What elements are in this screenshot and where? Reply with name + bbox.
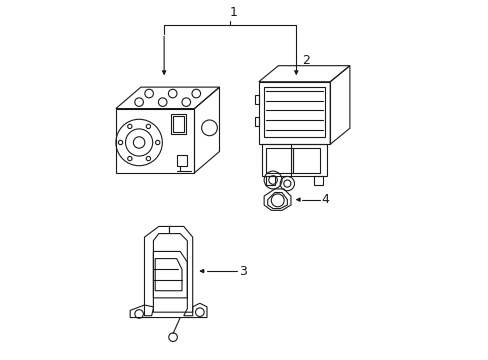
Bar (262, 144, 326, 176)
Text: 1: 1 (229, 6, 237, 19)
Bar (258, 82, 329, 144)
Bar (292, 148, 319, 173)
Text: 3: 3 (239, 265, 246, 278)
Bar (313, 176, 323, 185)
Bar (116, 109, 194, 173)
Bar (264, 87, 324, 137)
Bar (176, 155, 187, 166)
Bar (173, 116, 183, 132)
Bar (254, 95, 258, 104)
Bar (265, 176, 274, 185)
Bar (254, 117, 258, 126)
Text: 4: 4 (321, 193, 328, 206)
Bar (265, 148, 292, 173)
Bar (171, 114, 185, 134)
Text: 2: 2 (301, 54, 309, 67)
